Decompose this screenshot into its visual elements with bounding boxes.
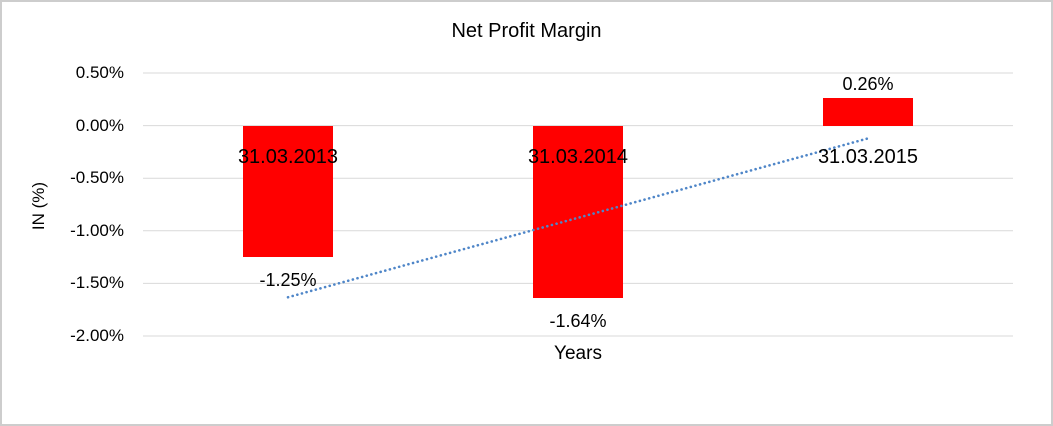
y-tick-label: 0.00% [75, 115, 124, 135]
value-label: -1.25% [259, 270, 317, 291]
trendline [286, 137, 870, 299]
value-label: 0.26% [842, 74, 894, 95]
bar-31.03.2013 [243, 125, 333, 258]
value-label: -1.64% [549, 311, 607, 332]
y-tick-label: -0.50% [70, 168, 124, 188]
bar-31.03.2014 [533, 125, 623, 299]
chart-title: Net Profit Margin [451, 20, 602, 42]
category-label: 31.03.2015 [817, 145, 919, 168]
y-tick-label: 0.50% [75, 63, 124, 82]
category-label: 31.03.2013 [237, 145, 339, 168]
y-tick-label: -1.00% [70, 220, 124, 240]
bar-31.03.2015 [823, 98, 913, 126]
x-axis-title: Years [554, 343, 602, 364]
y-tick-label: -1.50% [70, 273, 124, 293]
y-tick-label: -2.00% [70, 326, 124, 345]
category-label: 31.03.2014 [527, 145, 629, 168]
